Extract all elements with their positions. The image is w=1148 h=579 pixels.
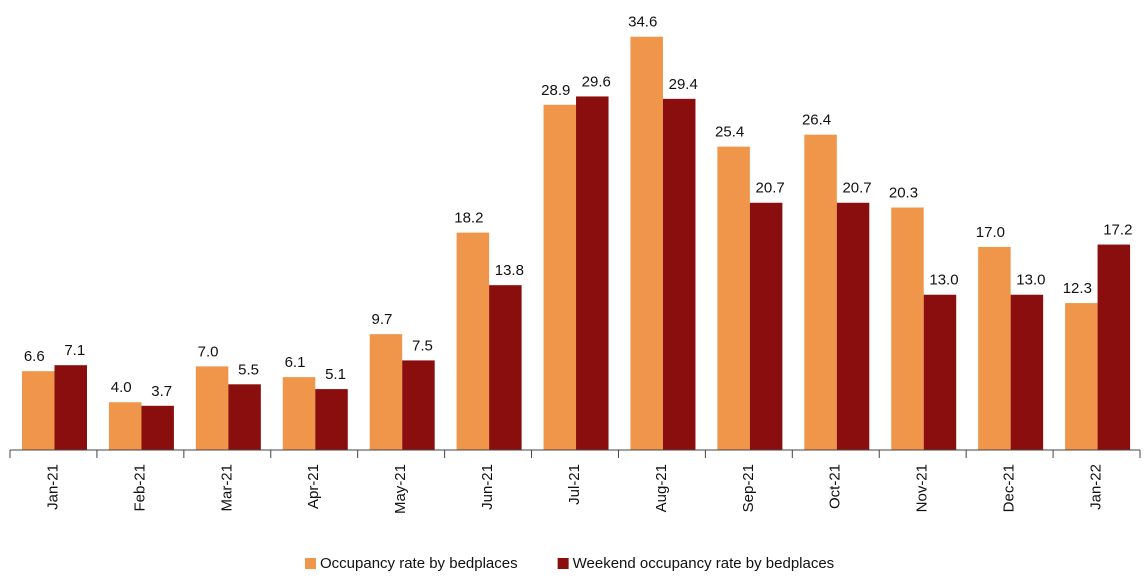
bar	[717, 146, 750, 450]
x-tick-label: Dec-21	[1001, 464, 1018, 512]
data-label: 18.2	[454, 210, 483, 227]
data-label: 20.7	[842, 180, 871, 197]
bar	[282, 377, 316, 450]
data-label: 9.7	[372, 311, 393, 328]
x-tick-label: Nov-21	[914, 464, 931, 512]
bar	[402, 360, 435, 450]
x-tick-label: Jul-21	[566, 464, 583, 505]
bar	[662, 98, 696, 450]
data-label: 5.1	[325, 366, 346, 383]
data-label: 13.8	[495, 262, 524, 279]
bar	[836, 202, 870, 450]
data-label: 7.1	[64, 342, 85, 359]
x-tick-label: Mar-21	[218, 464, 235, 512]
data-label: 34.6	[628, 14, 657, 31]
bar	[141, 405, 174, 450]
x-tick-label: Oct-21	[827, 464, 844, 509]
x-tick-label: Jan-21	[44, 464, 61, 510]
data-label: 12.3	[1063, 280, 1092, 297]
x-tick-label: Aug-21	[653, 464, 670, 512]
bar	[576, 96, 609, 450]
bar	[22, 371, 55, 450]
x-tick-label: Jun-21	[479, 464, 496, 510]
bar	[804, 134, 837, 450]
data-label: 29.6	[582, 73, 611, 90]
x-tick-label: May-21	[392, 464, 409, 514]
legend-label: Weekend occupancy rate by bedplaces	[573, 555, 835, 572]
legend-swatch	[305, 558, 316, 569]
data-label: 25.4	[715, 124, 744, 141]
bar	[1097, 244, 1131, 450]
bar	[315, 389, 348, 450]
bar	[369, 334, 403, 450]
bar	[543, 104, 577, 451]
bar	[630, 36, 663, 450]
data-label: 4.0	[111, 379, 132, 396]
bar	[749, 202, 783, 450]
data-label: 20.7	[756, 180, 785, 197]
bar	[891, 207, 924, 450]
data-label: 29.4	[669, 76, 698, 93]
data-label: 13.0	[929, 272, 958, 289]
bar	[1065, 303, 1098, 450]
bar	[1010, 294, 1044, 450]
data-label: 26.4	[802, 112, 831, 129]
data-label: 6.6	[24, 348, 45, 365]
bar	[54, 365, 87, 450]
bar	[923, 294, 957, 450]
bar	[108, 402, 142, 450]
x-tick-label: Feb-21	[131, 464, 148, 512]
x-tick-label: Jan-22	[1088, 464, 1105, 510]
data-label: 28.9	[541, 82, 570, 99]
data-label: 5.5	[238, 361, 259, 378]
bar	[978, 246, 1011, 450]
legend-label: Occupancy rate by bedplaces	[320, 555, 518, 572]
data-label: 17.0	[976, 224, 1005, 241]
data-label: 7.0	[198, 343, 219, 360]
bar	[489, 285, 522, 450]
legend-swatch	[557, 558, 569, 569]
data-label: 17.2	[1103, 222, 1132, 239]
data-label: 13.0	[1016, 272, 1045, 289]
bar	[456, 232, 490, 450]
data-label: 7.5	[412, 337, 433, 354]
x-tick-label: Apr-21	[305, 464, 322, 509]
data-label: 6.1	[285, 354, 306, 371]
data-label: 20.3	[889, 184, 918, 201]
data-label: 3.7	[151, 383, 172, 400]
x-tick-label: Sep-21	[740, 464, 757, 512]
bar	[195, 366, 229, 450]
bar	[228, 384, 261, 450]
